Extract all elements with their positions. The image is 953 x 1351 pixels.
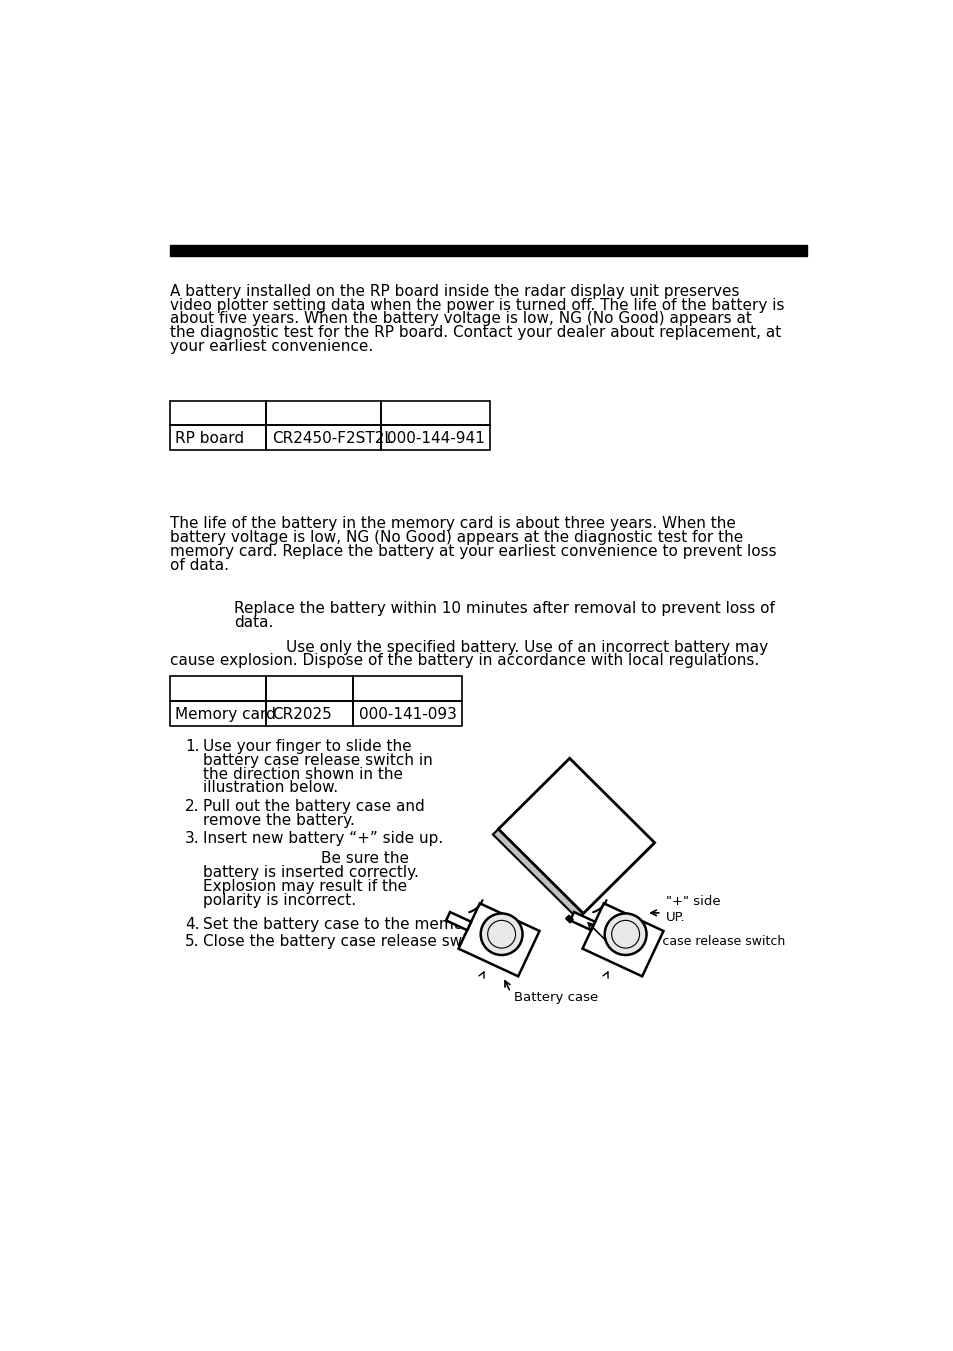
Text: polarity is incorrect.: polarity is incorrect. [203, 893, 355, 908]
Text: about five years. When the battery voltage is low, NG (No Good) appears at: about five years. When the battery volta… [170, 312, 751, 327]
Text: "+" side
UP.: "+" side UP. [665, 894, 720, 924]
Polygon shape [458, 904, 539, 977]
Text: CR2450-F2ST2L: CR2450-F2ST2L [272, 431, 393, 446]
Text: of data.: of data. [170, 558, 229, 573]
Text: battery is inserted correctly.: battery is inserted correctly. [203, 865, 418, 880]
Text: Close the battery case release switch.: Close the battery case release switch. [203, 935, 495, 950]
Polygon shape [578, 843, 654, 919]
Text: Insert new battery “+” side up.: Insert new battery “+” side up. [203, 831, 443, 846]
Text: Replace the battery within 10 minutes after removal to prevent loss of: Replace the battery within 10 minutes af… [233, 601, 774, 616]
Text: your earliest convenience.: your earliest convenience. [170, 339, 373, 354]
Circle shape [604, 913, 646, 955]
Text: CR2025: CR2025 [272, 707, 332, 721]
Bar [353, 677, 461, 701]
Bar [170, 401, 266, 426]
Text: cause explosion. Dispose of the battery in accordance with local regulations.: cause explosion. Dispose of the battery … [170, 654, 758, 669]
Text: RP board: RP board [174, 431, 244, 446]
Bar [266, 401, 381, 426]
Bar [266, 677, 353, 701]
Text: Be sure the: Be sure the [320, 851, 408, 866]
Polygon shape [582, 904, 662, 977]
Text: Battery case: Battery case [514, 990, 598, 1004]
Text: Use only the specified battery. Use of an incorrect battery may: Use only the specified battery. Use of a… [286, 639, 767, 654]
Text: video plotter setting data when the power is turned off. The life of the battery: video plotter setting data when the powe… [170, 297, 783, 312]
Polygon shape [570, 912, 595, 931]
Text: battery voltage is low, NG (No Good) appears at the diagnostic test for the: battery voltage is low, NG (No Good) app… [170, 530, 742, 546]
Text: Memory card: Memory card [174, 707, 275, 721]
Polygon shape [497, 758, 654, 913]
Text: 1.: 1. [185, 739, 199, 754]
Text: Set the battery case to the memory card.: Set the battery case to the memory card. [203, 917, 521, 932]
Text: 000-141-093: 000-141-093 [358, 707, 456, 721]
Text: Use your finger to slide the: Use your finger to slide the [203, 739, 411, 754]
Text: Pull out the battery case and: Pull out the battery case and [203, 798, 424, 813]
Bar [170, 701, 266, 725]
Text: data.: data. [233, 615, 274, 630]
Text: remove the battery.: remove the battery. [203, 813, 355, 828]
Text: battery case release switch in: battery case release switch in [203, 753, 433, 767]
Bar [381, 401, 489, 426]
Bar [565, 915, 573, 923]
Text: A battery installed on the RP board inside the radar display unit preserves: A battery installed on the RP board insi… [170, 284, 739, 299]
Text: 000-144-941: 000-144-941 [386, 431, 484, 446]
Bar [170, 426, 266, 450]
Bar [170, 677, 266, 701]
Circle shape [480, 913, 522, 955]
Text: The life of the battery in the memory card is about three years. When the: The life of the battery in the memory ca… [170, 516, 735, 531]
Text: 3.: 3. [185, 831, 199, 846]
Bar [266, 426, 381, 450]
Polygon shape [446, 912, 471, 931]
Text: 5.: 5. [185, 935, 199, 950]
Polygon shape [493, 830, 582, 919]
Text: 2.: 2. [185, 798, 199, 813]
Text: the diagnostic test for the RP board. Contact your dealer about replacement, at: the diagnostic test for the RP board. Co… [170, 326, 781, 340]
Text: memory card. Replace the battery at your earliest convenience to prevent loss: memory card. Replace the battery at your… [170, 544, 776, 559]
Text: the direction shown in the: the direction shown in the [203, 766, 402, 782]
Bar [381, 426, 489, 450]
Text: illustration below.: illustration below. [203, 781, 337, 796]
Text: Explosion may result if the: Explosion may result if the [203, 880, 407, 894]
Text: Battery case release switch: Battery case release switch [612, 935, 784, 947]
Bar [266, 701, 353, 725]
Bar [170, 246, 806, 257]
Bar [353, 701, 461, 725]
Text: 4.: 4. [185, 917, 199, 932]
